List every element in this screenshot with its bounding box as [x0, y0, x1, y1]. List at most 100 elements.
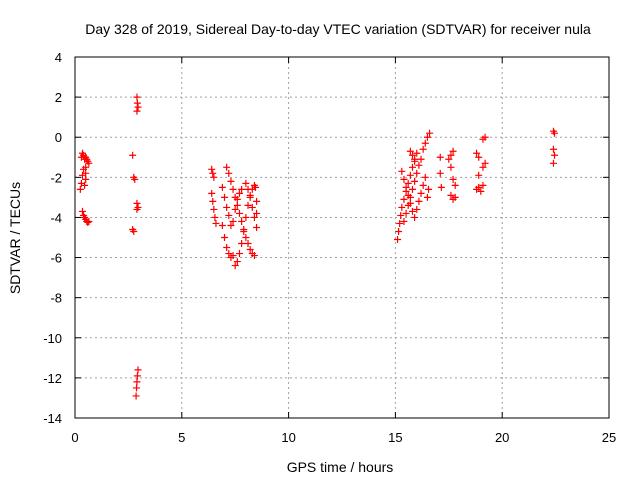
data-point	[133, 199, 141, 207]
x-tick-label: 10	[281, 430, 295, 445]
data-point	[425, 185, 433, 193]
data-point	[133, 107, 141, 115]
data-point	[447, 151, 455, 159]
data-point	[210, 173, 218, 181]
data-point	[419, 145, 427, 153]
x-tick-label: 0	[71, 430, 78, 445]
data-point	[396, 219, 404, 227]
data-point	[436, 153, 444, 161]
data-point	[475, 171, 483, 179]
data-point	[408, 185, 416, 193]
y-tick-label: -8	[50, 291, 62, 306]
data-point	[129, 151, 137, 159]
data-point	[231, 205, 239, 213]
data-point	[233, 195, 241, 203]
data-point	[134, 366, 142, 374]
data-point	[413, 205, 421, 213]
data-point	[411, 177, 419, 185]
data-point	[233, 258, 241, 266]
data-point	[235, 209, 243, 217]
data-point	[82, 169, 90, 177]
data-point	[408, 163, 416, 171]
data-point	[85, 217, 93, 225]
data-point	[244, 201, 252, 209]
data-point	[225, 211, 233, 219]
data-point	[251, 183, 259, 191]
data-point	[240, 227, 248, 235]
data-point	[437, 183, 445, 191]
data-point	[475, 153, 483, 161]
data-point	[209, 197, 217, 205]
data-point	[209, 169, 217, 177]
data-point	[253, 223, 261, 231]
data-point	[395, 227, 403, 235]
data-point	[242, 179, 250, 187]
data-point	[473, 149, 481, 157]
data-point	[130, 227, 138, 235]
y-tick-label: 0	[55, 130, 62, 145]
data-point	[413, 149, 421, 157]
data-point	[445, 155, 453, 163]
data-point	[133, 205, 141, 213]
data-point	[208, 165, 216, 173]
data-point	[451, 181, 459, 189]
data-point	[250, 252, 258, 260]
data-point	[402, 209, 410, 217]
x-axis-label: GPS time / hours	[287, 459, 394, 475]
data-point	[402, 183, 410, 191]
data-point	[398, 167, 406, 175]
data-point	[419, 181, 427, 189]
data-point	[394, 236, 402, 244]
y-tick-label: -12	[43, 371, 62, 386]
data-point	[417, 155, 425, 163]
data-point	[131, 175, 139, 183]
y-tick-label: 2	[55, 90, 62, 105]
data-point	[404, 201, 412, 209]
data-point	[235, 250, 243, 258]
data-point	[238, 185, 246, 193]
data-point	[253, 209, 261, 217]
data-point	[225, 250, 233, 258]
data-point	[218, 183, 226, 191]
data-point	[242, 234, 250, 241]
data-point	[134, 103, 142, 111]
data-point	[76, 185, 84, 193]
data-point	[404, 179, 412, 187]
data-point	[400, 217, 408, 225]
data-point	[406, 193, 414, 201]
data-point	[250, 213, 258, 221]
data-point	[84, 218, 92, 226]
data-point	[397, 211, 405, 219]
data-point	[221, 234, 229, 241]
data-point	[449, 147, 457, 155]
data-point	[449, 175, 457, 183]
x-tick-label: 5	[178, 430, 185, 445]
data-point	[551, 151, 559, 159]
data-point	[235, 189, 243, 197]
data-point	[408, 207, 416, 215]
data-point	[223, 244, 231, 252]
data-point	[248, 203, 256, 211]
data-point	[133, 378, 141, 386]
data-point	[231, 262, 239, 270]
data-point	[229, 252, 237, 260]
data-point	[78, 207, 86, 215]
data-point	[415, 161, 423, 169]
data-point	[398, 203, 406, 211]
data-point	[233, 201, 241, 209]
data-point	[81, 181, 89, 189]
data-point	[221, 193, 229, 201]
y-tick-label: 4	[55, 50, 62, 65]
data-point	[406, 171, 414, 179]
data-point	[223, 203, 231, 211]
data-point	[406, 147, 414, 155]
data-point	[426, 129, 434, 137]
x-tick-label: 25	[602, 430, 616, 445]
y-tick-label: -6	[50, 251, 62, 266]
data-point	[436, 169, 444, 177]
data-point	[223, 163, 231, 171]
axis-ticks: 0 5 10 15 20 25 -14 -12 -10 -8 -6 -4 -2 0 2 4	[43, 50, 616, 445]
data-point	[210, 205, 218, 213]
data-point	[242, 213, 250, 221]
